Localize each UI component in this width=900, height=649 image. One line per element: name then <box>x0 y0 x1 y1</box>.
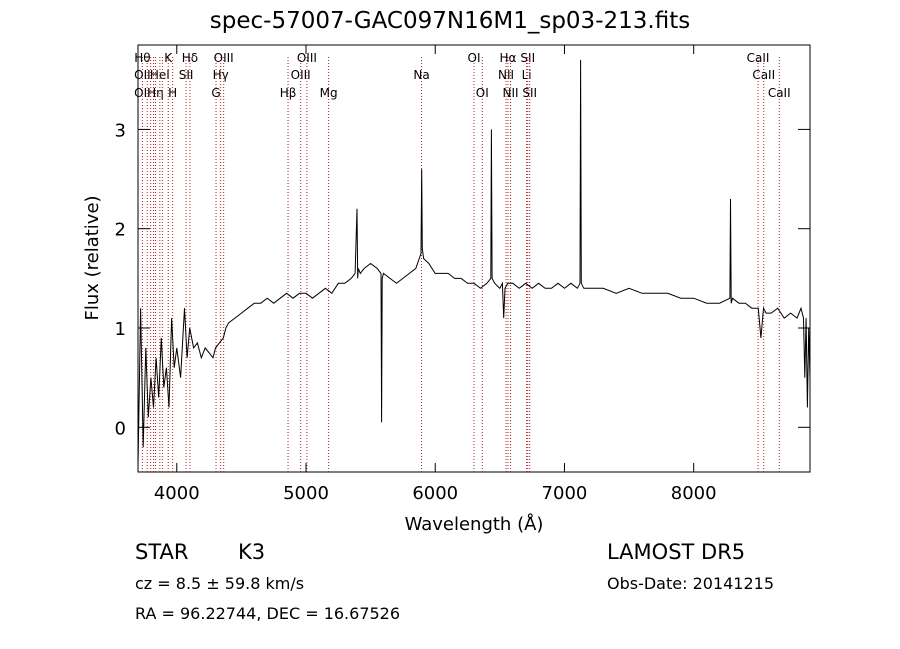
x-tick-label: 7000 <box>542 483 588 504</box>
x-axis-label: Wavelength (Å) <box>405 513 544 535</box>
line-marker-label: Hα <box>500 51 517 65</box>
y-tick-label: 2 <box>115 220 126 241</box>
line-marker-label: CaII <box>752 68 775 82</box>
line-marker-label: SII <box>179 68 194 82</box>
line-marker-label: Na <box>413 68 429 82</box>
line-marker-label: OIII <box>214 51 234 65</box>
line-marker-label: NII <box>498 68 514 82</box>
line-marker-label: CaII <box>768 86 791 100</box>
subclass: K3 <box>238 540 266 564</box>
line-marker-label: G <box>211 86 220 100</box>
line-marker-label: Hθ <box>134 51 150 65</box>
axis-ticks: 4000 5000 6000 7000 8000 0 1 2 3 <box>115 45 810 504</box>
line-marker-label: NII <box>503 86 519 100</box>
line-marker-label: OI <box>476 86 489 100</box>
line-marker-label: HeI <box>150 68 170 82</box>
chart-title: spec-57007-GAC097N16M1_sp03-213.fits <box>209 8 691 34</box>
line-marker-label: OII <box>134 68 151 82</box>
line-marker-label: Hβ <box>280 86 297 100</box>
y-tick-label: 1 <box>115 319 126 340</box>
y-tick-label: 0 <box>115 418 126 439</box>
line-marker-label: K <box>164 51 173 65</box>
object-type: STAR <box>135 540 189 564</box>
redshift-info: cz = 8.5 ± 59.8 km/s <box>135 574 305 593</box>
line-marker-label: OIII <box>291 68 311 82</box>
line-marker-label: CaII <box>747 51 770 65</box>
line-marker-label: Hη <box>147 86 164 100</box>
line-marker-label: Mg <box>320 86 338 100</box>
spectrum-line <box>137 59 811 468</box>
x-tick-label: 4000 <box>154 483 200 504</box>
line-marker-label: Li <box>522 68 532 82</box>
line-marker-label: Hγ <box>213 68 229 82</box>
line-marker-label: OII <box>134 86 151 100</box>
y-axis-label: Flux (relative) <box>82 195 103 320</box>
line-marker-label: H <box>168 86 177 100</box>
x-tick-label: 8000 <box>671 483 717 504</box>
y-tick-label: 3 <box>115 120 126 141</box>
line-marker-label: OIII <box>297 51 317 65</box>
survey-name: LAMOST DR5 <box>607 540 746 564</box>
coordinates: RA = 96.22744, DEC = 16.67526 <box>135 604 401 623</box>
obs-date: Obs-Date: 20141215 <box>607 574 775 593</box>
line-marker-label: SII <box>520 51 535 65</box>
line-marker-label: Hδ <box>182 51 198 65</box>
line-marker-label: SII <box>522 86 537 100</box>
x-tick-label: 5000 <box>283 483 329 504</box>
line-marker-label: OI <box>468 51 481 65</box>
line-markers: HθOIIOIIHηHeIKHSIIHδGHγOIIIHβOIIIOIIIMgN… <box>134 51 791 472</box>
x-tick-label: 6000 <box>412 483 458 504</box>
